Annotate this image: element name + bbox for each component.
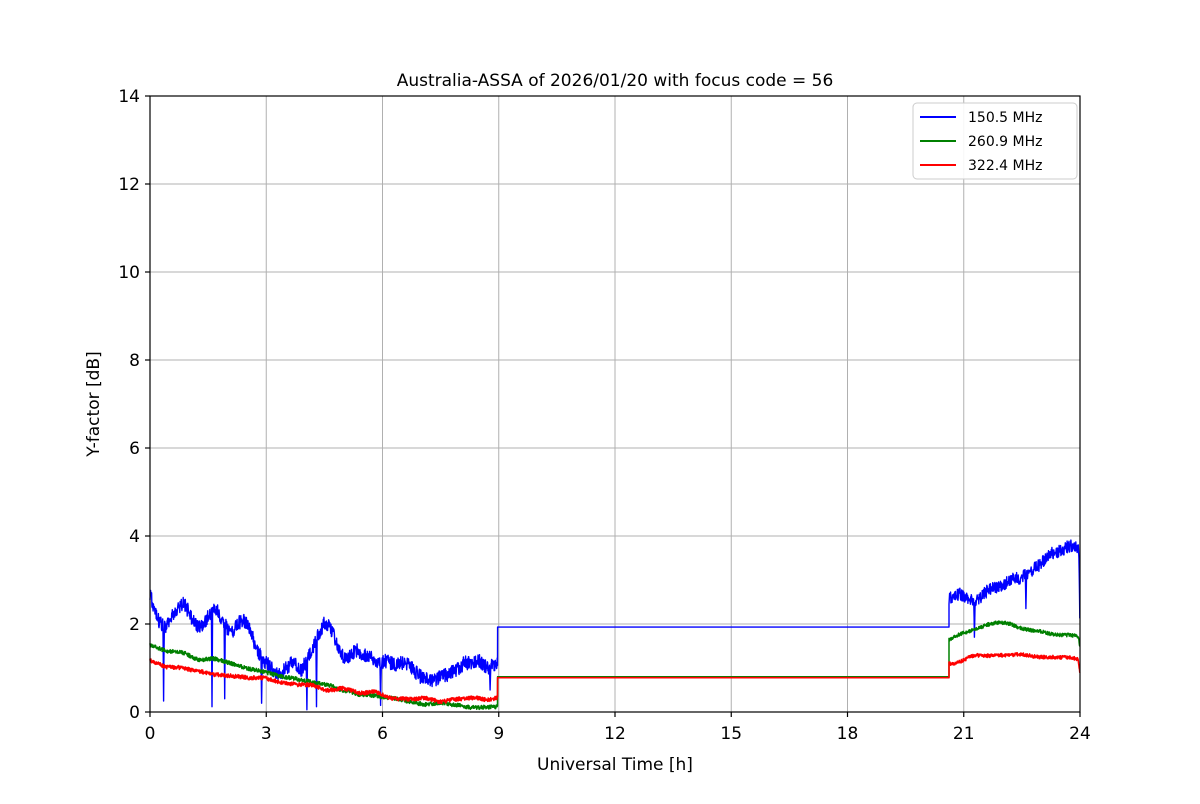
series-layer	[149, 539, 1081, 711]
x-tick-label-6: 6	[377, 724, 388, 744]
grid-layer	[149, 95, 1081, 713]
x-tick-label-24: 24	[1069, 724, 1091, 744]
x-tick-label-18: 18	[837, 724, 859, 744]
legend: 150.5 MHz 260.9 MHz 322.4 MHz	[912, 102, 1078, 180]
x-tick-label-0: 0	[145, 724, 156, 744]
x-axis-label: Universal Time [h]	[537, 755, 693, 775]
legend-label-322-4-mhz: 322.4 MHz	[968, 158, 1042, 174]
series-line-150-5-mhz	[149, 539, 1081, 711]
x-tick-label-12: 12	[604, 724, 626, 744]
series-line-322-4-mhz	[149, 652, 1081, 705]
legend-label-260-9-mhz: 260.9 MHz	[968, 134, 1042, 150]
y-tick-label-12: 12	[118, 175, 140, 195]
y-tick-label-8: 8	[129, 351, 140, 371]
chart-title: Australia-ASSA of 2026/01/20 with focus …	[397, 71, 834, 91]
y-tick-label-14: 14	[118, 87, 140, 107]
x-tick-label-9: 9	[493, 724, 504, 744]
y-tick-label-6: 6	[129, 439, 140, 459]
y-tick-label-0: 0	[129, 703, 140, 723]
legend-box	[912, 102, 1078, 180]
y-tick-label-4: 4	[129, 527, 140, 547]
legend-label-150-5-mhz: 150.5 MHz	[968, 110, 1042, 126]
x-tick-label-21: 21	[953, 724, 975, 744]
y-tick-label-10: 10	[118, 263, 140, 283]
x-tick-label-15: 15	[720, 724, 742, 744]
y-axis-label: Y-factor [dB]	[84, 351, 104, 457]
x-tick-label-3: 3	[261, 724, 272, 744]
y-tick-label-2: 2	[129, 615, 140, 635]
